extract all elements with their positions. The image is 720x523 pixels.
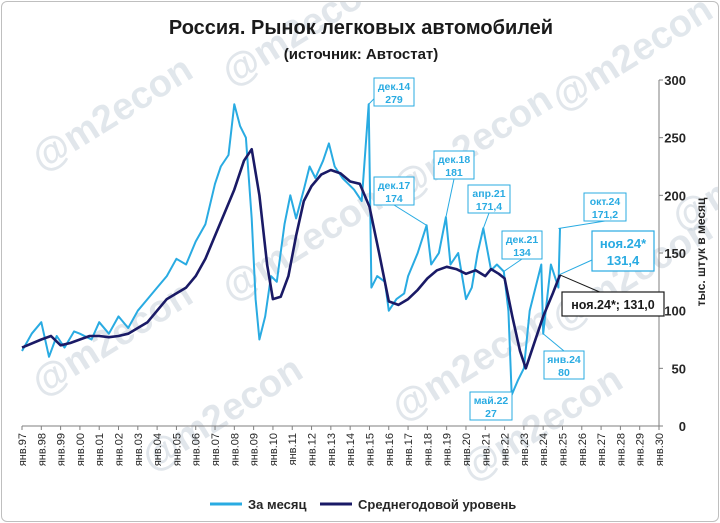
x-tick-label: янв.14 [345, 433, 357, 466]
x-tick-label: янв.16 [384, 433, 396, 466]
x-tick-label: янв.06 [191, 433, 203, 466]
y-tick-label: 100 [664, 304, 686, 319]
x-tick-label: янв.24 [538, 433, 550, 466]
x-tick-label: янв.20 [461, 433, 473, 466]
x-tick-label: янв.23 [519, 433, 531, 466]
legend-label-average: Среднегодовой уровень [358, 497, 516, 512]
annotation-box [373, 176, 415, 206]
x-tick-label: янв.29 [635, 433, 647, 466]
annotation-value: 131,4 [607, 253, 640, 268]
series-average-line [21, 147, 562, 370]
annotation-date: дек.14 [378, 81, 411, 93]
annotation-leader [482, 212, 490, 229]
annotation-date: окт.24 [590, 196, 621, 208]
x-tick-label: янв.05 [171, 433, 183, 466]
x-tick-label: янв.07 [210, 433, 222, 466]
annotation-leader [559, 259, 593, 275]
annotation-date: дек.17 [378, 180, 411, 192]
annotation-value: 174 [385, 193, 403, 205]
x-tick-label: янв.28 [615, 433, 627, 466]
annotation-box-latest-monthly [591, 230, 655, 272]
chart-title: Россия. Рынок легковых автомобилей [169, 17, 553, 39]
watermark-text: @m2econ [665, 108, 719, 239]
x-tick-label: янв.98 [36, 433, 48, 466]
x-tick-label: янв.10 [268, 433, 280, 466]
x-tick-label: янв.02 [114, 433, 126, 466]
y-tick-label: 0 [679, 419, 686, 434]
watermark-text: @m2econ [25, 48, 200, 179]
x-tick-label: янв.01 [94, 433, 106, 466]
annotation-date: апр.21 [472, 188, 505, 200]
annotation-leader [542, 333, 565, 352]
annotation-box [467, 184, 511, 214]
annotation-box [373, 77, 415, 107]
annotation-date: дек.21 [506, 234, 539, 246]
x-tick-label: янв.12 [307, 433, 319, 466]
annotation-date: май.22 [474, 395, 509, 407]
x-tick-label: янв.22 [500, 433, 512, 466]
x-tick-label: янв.04 [152, 433, 164, 466]
annotation-value: 279 [385, 94, 403, 106]
annotation-leader [503, 258, 523, 272]
y-axis: 0 50 100 150 200 250 300 [658, 73, 686, 434]
annotation-date: янв.24 [547, 354, 581, 366]
series-layer [21, 103, 562, 396]
x-tick-label: янв.08 [229, 433, 241, 466]
annotation-leader [558, 220, 606, 230]
annotation-value: 171,2 [592, 209, 618, 221]
x-tick-label: янв.18 [422, 433, 434, 466]
y-tick-label: 50 [672, 361, 686, 376]
annotation-box [583, 192, 627, 222]
x-tick-label: янв.00 [75, 433, 87, 466]
annotation-box [501, 230, 543, 260]
x-tick-label: янв.21 [480, 433, 492, 466]
annotation-leader [393, 204, 427, 226]
x-tick-label: янв.13 [326, 433, 338, 466]
y-tick-label: 150 [664, 246, 686, 261]
watermark-text: @m2econ [545, 2, 719, 120]
watermark-text: @m2econ [25, 273, 200, 404]
annotation-value: 80 [558, 367, 570, 379]
x-tick-label: янв.09 [249, 433, 261, 466]
x-tick-label: янв.26 [577, 433, 589, 466]
annotation-date: дек.18 [438, 154, 471, 166]
chart-subtitle: (источник: Автостат) [284, 46, 439, 63]
x-tick-label: янв.15 [364, 433, 376, 466]
x-tick-label: янв.03 [133, 433, 145, 466]
annotation-value: 171,4 [476, 201, 502, 213]
y-tick-label: 200 [664, 188, 686, 203]
x-tick-label: янв.17 [403, 433, 415, 466]
x-tick-label: янв.99 [56, 433, 68, 466]
annotation-date: ноя.24* [600, 236, 647, 251]
legend: За месяц Среднегодовой уровень [210, 497, 516, 512]
y-tick-label: 250 [664, 131, 686, 146]
y-axis-label: тыс. штук в месяц [694, 197, 708, 306]
x-tick-label: янв.11 [287, 433, 299, 465]
annotation-box [433, 150, 475, 180]
x-tick-label: янв.27 [596, 433, 608, 466]
x-axis: янв.97 янв.98 янв.99 янв.00 янв.01 янв.02 янв.… [17, 425, 666, 466]
annotation-value: 181 [445, 167, 463, 179]
x-tick-label: янв.25 [557, 433, 569, 466]
annotation-leader [445, 178, 455, 218]
annotation-box [543, 350, 585, 380]
x-tick-label: янв.30 [654, 433, 666, 466]
annotation-box-latest-average [561, 291, 665, 317]
x-tick-label: янв.19 [442, 433, 454, 466]
annotation-value: 27 [485, 408, 497, 420]
legend-label-monthly: За месяц [248, 497, 306, 512]
y-tick-label: 300 [664, 73, 686, 88]
annotation-leader [559, 274, 603, 294]
x-tick-label: янв.97 [17, 433, 29, 466]
annotation-box [469, 391, 513, 421]
annotation-value: 134 [513, 247, 531, 259]
annotation-label: ноя.24*; 131,0 [571, 298, 655, 312]
